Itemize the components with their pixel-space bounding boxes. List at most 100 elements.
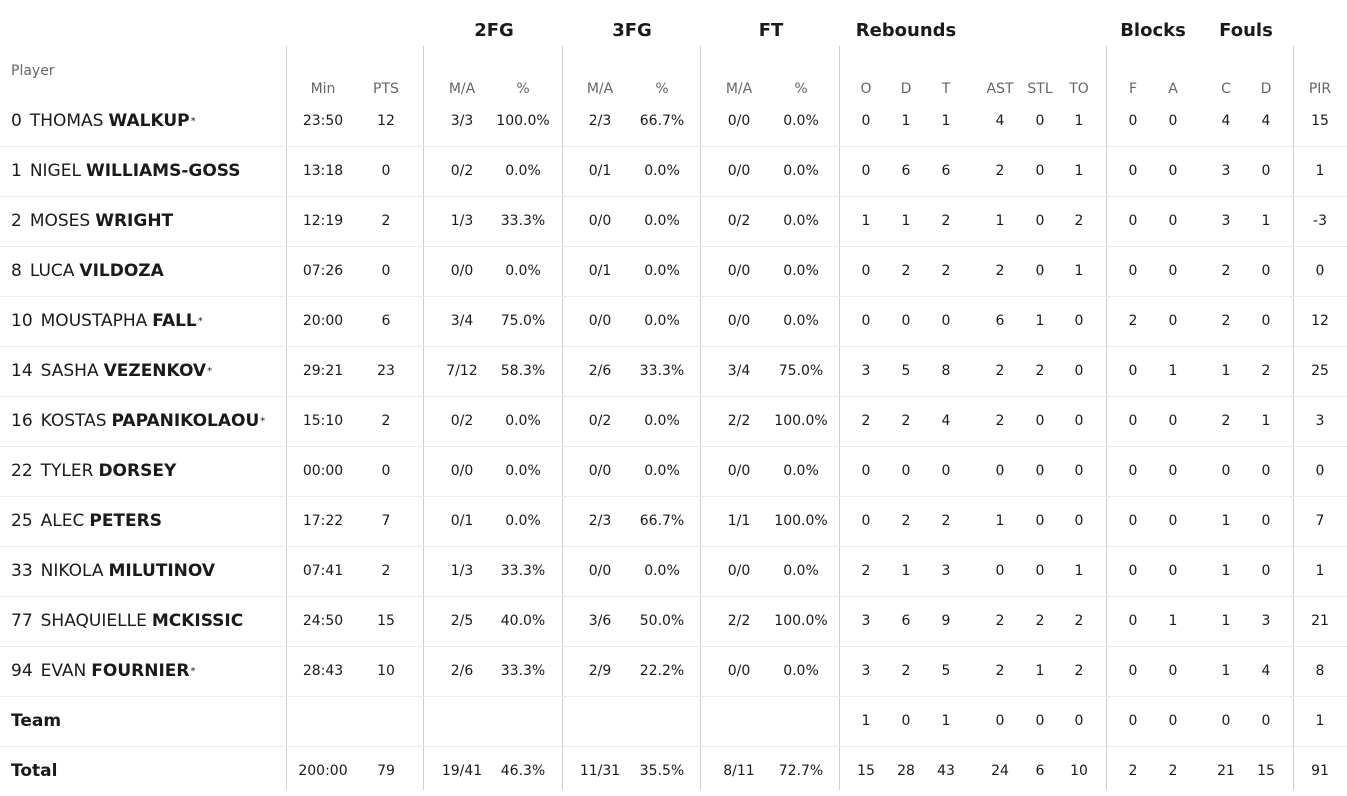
stat-t-10: 5 xyxy=(941,663,951,679)
stat-pir-18: 3 xyxy=(1315,413,1325,429)
jersey-number: 94 xyxy=(11,661,33,681)
column-header-a[interactable]: A xyxy=(1168,81,1178,97)
column-header-pct[interactable]: % xyxy=(516,81,530,97)
stat-pts-1: 12 xyxy=(377,113,395,129)
stat-pct-3 xyxy=(491,696,555,746)
player-last-name: PAPANIKOLAOU xyxy=(111,411,260,431)
stat-pct-7: 0.0% xyxy=(783,463,819,479)
stat-a-15: 0 xyxy=(1168,663,1178,679)
column-header-to[interactable]: TO xyxy=(1069,81,1089,97)
stat-f-14: 2 xyxy=(1128,763,1138,779)
stat-d-17: 4 xyxy=(1261,663,1271,679)
stat-pts-1: 2 xyxy=(381,413,391,429)
stat-m-a-2: 0/0 xyxy=(450,463,474,479)
stat-m-a-6: 0/2 xyxy=(727,213,751,229)
stat-m-a-6: 0/0 xyxy=(727,113,751,129)
column-divider xyxy=(1293,46,1294,790)
player-name[interactable]: 10 MOUSTAPHA FALL * xyxy=(11,296,283,346)
column-header-o[interactable]: O xyxy=(860,81,872,97)
stat-m-a-2: 0/2 xyxy=(450,413,474,429)
player-name[interactable]: 22 TYLER DORSEY xyxy=(11,446,283,496)
player-name[interactable]: 1 NIGEL WILLIAMS-GOSS xyxy=(11,146,283,196)
column-header-pir[interactable]: PIR xyxy=(1308,81,1332,97)
stat-ast-11: 6 xyxy=(995,313,1005,329)
column-header-f[interactable]: F xyxy=(1128,81,1138,97)
stat-pct-7: 72.7% xyxy=(778,763,824,779)
stat-min-0: 28:43 xyxy=(302,663,344,679)
stat-m-a-4: 3/6 xyxy=(588,613,612,629)
player-name[interactable]: 94 EVAN FOURNIER * xyxy=(11,646,283,696)
stat-stl-12: 0 xyxy=(1035,213,1045,229)
row-label: Team xyxy=(11,711,62,731)
stat-d-17: 0 xyxy=(1261,313,1271,329)
stat-c-16: 2 xyxy=(1221,263,1231,279)
stat-pts-1: 2 xyxy=(381,563,391,579)
stat-to-13: 1 xyxy=(1074,113,1084,129)
stat-o-8: 0 xyxy=(861,313,871,329)
stat-d-9: 0 xyxy=(901,313,911,329)
player-first-name: SASHA xyxy=(40,361,99,381)
player-name[interactable]: 77 SHAQUIELLE MCKISSIC xyxy=(11,596,283,646)
player-name[interactable]: 33 NIKOLA MILUTINOV xyxy=(11,546,283,596)
column-header-m-a[interactable]: M/A xyxy=(448,81,476,97)
stat-ast-11: 24 xyxy=(991,763,1009,779)
player-last-name: WILLIAMS-GOSS xyxy=(85,161,241,181)
stat-d-9: 0 xyxy=(901,463,911,479)
stat-ast-11: 2 xyxy=(995,663,1005,679)
row-separator xyxy=(0,496,1347,497)
column-header-c[interactable]: C xyxy=(1221,81,1231,97)
column-header-pct[interactable]: % xyxy=(794,81,808,97)
player-name[interactable]: 14 SASHA VEZENKOV * xyxy=(11,346,283,396)
stat-pct-7 xyxy=(767,696,835,746)
stat-stl-12: 0 xyxy=(1035,513,1045,529)
column-header-pts[interactable]: PTS xyxy=(373,81,399,97)
player-last-name: FALL xyxy=(152,311,197,331)
stat-pts-1: 0 xyxy=(381,463,391,479)
stat-t-10: 0 xyxy=(941,313,951,329)
column-header-pct[interactable]: % xyxy=(655,81,669,97)
stat-min-0: 23:50 xyxy=(302,113,344,129)
stat-min-0: 17:22 xyxy=(302,513,344,529)
stat-a-15: 0 xyxy=(1168,713,1178,729)
stat-pir-18: 7 xyxy=(1315,513,1325,529)
stat-pct-5: 33.3% xyxy=(639,363,685,379)
column-header-min[interactable]: Min xyxy=(310,81,336,97)
stat-o-8: 3 xyxy=(861,613,871,629)
column-header-d[interactable]: D xyxy=(900,81,912,97)
player-name[interactable]: 8 LUCA VILDOZA xyxy=(11,246,283,296)
stat-t-10: 2 xyxy=(941,513,951,529)
player-name[interactable]: 16 KOSTAS PAPANIKOLAOU * xyxy=(11,396,283,446)
column-header-m-a[interactable]: M/A xyxy=(725,81,753,97)
column-header-t[interactable]: T xyxy=(941,81,951,97)
column-header-m-a[interactable]: M/A xyxy=(586,81,614,97)
stat-d-17: 3 xyxy=(1261,613,1271,629)
column-header-stl[interactable]: STL xyxy=(1027,81,1053,97)
stat-ast-11: 0 xyxy=(995,463,1005,479)
column-header-d[interactable]: D xyxy=(1260,81,1272,97)
column-header-ast[interactable]: AST xyxy=(986,81,1014,97)
stat-pct-5: 0.0% xyxy=(644,263,680,279)
stat-a-15: 0 xyxy=(1168,563,1178,579)
group-header-fouls: Fouls xyxy=(1219,19,1273,41)
stat-m-a-4: 0/1 xyxy=(588,263,612,279)
stat-c-16: 0 xyxy=(1221,463,1231,479)
player-first-name: MOSES xyxy=(29,211,91,231)
stat-a-15: 0 xyxy=(1168,513,1178,529)
stat-to-13: 2 xyxy=(1074,213,1084,229)
player-name[interactable]: 2 MOSES WRIGHT xyxy=(11,196,283,246)
stat-d-17: 0 xyxy=(1261,513,1271,529)
player-name[interactable]: 25 ALEC PETERS xyxy=(11,496,283,546)
row-separator xyxy=(0,296,1347,297)
stat-m-a-6: 2/2 xyxy=(727,413,751,429)
stat-m-a-2: 19/41 xyxy=(441,763,483,779)
jersey-number: 25 xyxy=(11,511,33,531)
stat-t-10: 1 xyxy=(941,113,951,129)
stat-ast-11: 2 xyxy=(995,613,1005,629)
player-name[interactable]: 0 THOMAS WALKUP * xyxy=(11,96,283,146)
stat-ast-11: 2 xyxy=(995,163,1005,179)
stat-f-14: 0 xyxy=(1128,113,1138,129)
stat-pct-3: 33.3% xyxy=(500,663,546,679)
stat-pct-7: 0.0% xyxy=(783,213,819,229)
stat-min-0: 29:21 xyxy=(302,363,344,379)
